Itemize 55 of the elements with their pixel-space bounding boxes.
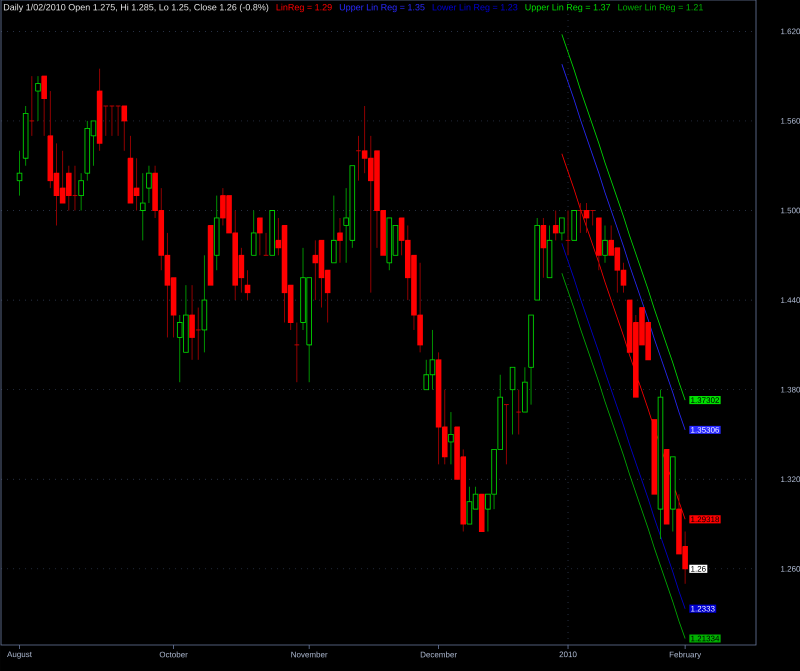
candlestick (16, 150, 22, 196)
candlestick (565, 210, 571, 256)
y-tick-label: 1.500 (781, 208, 800, 214)
candlestick (35, 76, 41, 122)
text: Lower Lin Reg = 1.23 (432, 4, 518, 12)
annotation: 1.26 (691, 566, 706, 572)
candlestick (195, 307, 202, 360)
candlestick (250, 210, 256, 256)
chart-title: Daily 1/02/2010 Open 1.275, Hi 1.285, Lo 1.25, Close 1.26 (-0.8%) (4, 4, 268, 12)
y-tick-label: 1.620 (781, 28, 800, 34)
candlestick (41, 76, 47, 136)
candlestick (72, 165, 78, 211)
candlestick (244, 270, 250, 301)
candlestick (121, 106, 128, 152)
text: Upper Lin Reg = 1.37 (525, 4, 610, 12)
x-tick-label: October (160, 652, 188, 658)
candlestick (78, 172, 84, 211)
x-tick-label: February (670, 652, 702, 659)
candlestick (602, 224, 608, 264)
candlestick (504, 404, 510, 465)
y-tick-label: 1.560 (781, 118, 800, 124)
y-tick-label: 1.260 (781, 566, 800, 572)
y-tick-label: 1.320 (781, 476, 800, 482)
data-label: 1.29318 (691, 516, 720, 522)
candlestick (189, 284, 195, 360)
candlestick (510, 366, 516, 435)
candlestick (146, 165, 152, 204)
candlestick (29, 76, 35, 136)
candlestick (540, 218, 546, 278)
y-tick-label: 1.380 (781, 386, 800, 393)
text: LinReg = 1.29 (276, 4, 332, 12)
data-label: 1.37302 (691, 397, 720, 403)
text: Lower Lin Reg = 1.21 (618, 4, 703, 12)
candlestick (337, 218, 343, 264)
candlestick (257, 218, 263, 256)
text: Upper Lin Reg = 1.35 (340, 4, 425, 12)
data-label: 1.2333 (691, 606, 715, 612)
candlestick (294, 322, 300, 383)
x-tick-label: November (291, 652, 328, 658)
x-tick-label: December (420, 652, 457, 658)
data-label: 1.35306 (691, 427, 720, 433)
candlestick (552, 210, 558, 241)
candlestick (590, 210, 596, 226)
data-label: 1.21334 (691, 636, 720, 642)
candlestick (331, 195, 337, 264)
candlestick (559, 218, 565, 241)
candlestick (584, 202, 590, 234)
candlestick (140, 172, 146, 241)
candlestick (578, 202, 584, 234)
y-tick-label: 1.440 (781, 297, 800, 303)
x-tick-label: 2010 (560, 652, 577, 658)
candlestick (263, 232, 269, 256)
x-tick-label: August (7, 652, 32, 659)
candlestick (448, 412, 454, 465)
candlestick (516, 389, 522, 435)
